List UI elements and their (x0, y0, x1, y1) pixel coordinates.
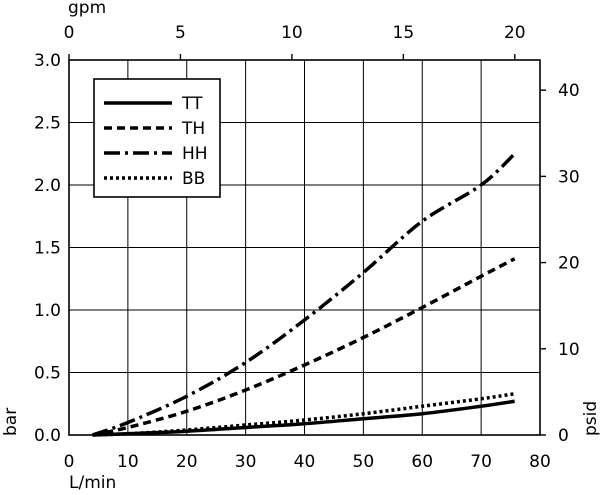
y-right-tick-label: 30 (558, 167, 580, 187)
y-right-tick-label: 20 (558, 254, 580, 274)
tick-labels: 0 10 20 30 40 50 60 70 800.00.51.01.52.02.53.00 5… (34, 23, 580, 472)
y-right-tick-label: 40 (558, 81, 580, 101)
x-bottom-tick-label: 70 (470, 452, 492, 472)
x-bottom-tick-label: 40 (294, 452, 316, 472)
legend-label-th: TH (181, 119, 205, 139)
x-top-tick-label: 0 (64, 23, 75, 43)
y-right-tick-label: 0 (558, 426, 569, 446)
y-left-tick-label: 0.0 (34, 426, 61, 446)
legend: TT TH HH BB (93, 78, 221, 198)
legend-box (93, 78, 221, 198)
x-top-tick-label: 5 (175, 23, 186, 43)
x-bottom-tick-label: 0 (64, 452, 75, 472)
series-line-bb (92, 392, 515, 437)
legend-label-bb: BB (182, 169, 205, 189)
x-bottom-axis-title: L/min (69, 473, 116, 493)
y-right-tick-label: 10 (558, 340, 580, 360)
x-bottom-tick-label: 30 (235, 452, 257, 472)
series-line-th (92, 257, 516, 437)
y-left-tick-label: 1.5 (34, 239, 61, 259)
x-top-tick-label: 15 (393, 23, 415, 43)
series-lines (91, 152, 516, 437)
x-bottom-tick-label: 80 (529, 452, 551, 472)
legend-label-hh: HH (182, 144, 208, 164)
series-line-hh (91, 152, 516, 437)
x-top-axis-title: gpm (68, 0, 106, 18)
x-bottom-tick-label: 60 (411, 452, 433, 472)
x-top-tick-label: 10 (281, 23, 303, 43)
x-bottom-tick-label: 50 (353, 452, 375, 472)
y-left-tick-label: 2.5 (34, 114, 61, 134)
y-left-tick-label: 3.0 (34, 51, 61, 71)
y-left-tick-label: 2.0 (34, 176, 61, 196)
y-right-axis-title: psid (581, 401, 600, 436)
x-bottom-tick-label: 20 (176, 452, 198, 472)
plot-frame (68, 59, 541, 436)
x-bottom-tick-label: 10 (117, 452, 139, 472)
y-left-tick-label: 0.5 (34, 364, 61, 384)
x-top-tick-label: 20 (504, 23, 526, 43)
y-left-axis-title: bar (1, 408, 21, 436)
series-line-tt (92, 399, 515, 437)
y-left-tick-label: 1.0 (34, 301, 61, 321)
legend-label-tt: TT (181, 94, 203, 114)
